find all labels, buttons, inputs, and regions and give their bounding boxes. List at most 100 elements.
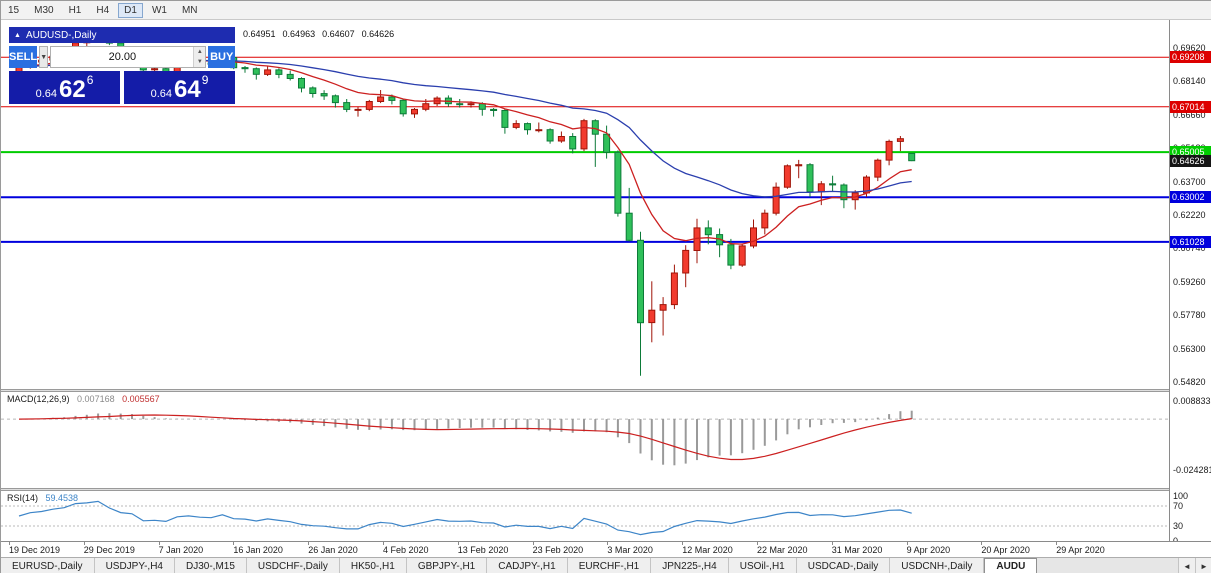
panel-separator-rsi[interactable] bbox=[1, 488, 1211, 491]
timeframe-button-m30[interactable]: M30 bbox=[34, 4, 54, 16]
volume-step-down-button[interactable]: ▼ bbox=[194, 57, 206, 67]
collapse-arrow-icon[interactable]: ▲ bbox=[14, 31, 21, 39]
volume-field: ▲ ▼ bbox=[50, 46, 207, 68]
chart-tab-eurusd-daily[interactable]: EURUSD-,Daily bbox=[1, 558, 95, 573]
chart-tab-audu[interactable]: AUDU bbox=[984, 558, 1038, 573]
x-axis-label: 31 Mar 2020 bbox=[831, 545, 883, 555]
open-value: 0.64951 bbox=[243, 29, 276, 39]
sell-button[interactable]: SELL bbox=[9, 46, 38, 68]
x-axis-tick bbox=[233, 542, 235, 545]
tab-scroll-buttons: ◄ ► bbox=[1178, 558, 1211, 573]
timeframe-button-mn[interactable]: MN bbox=[181, 4, 198, 16]
chart-tab-usoil-h1[interactable]: USOil-,H1 bbox=[728, 558, 797, 573]
x-axis-tick bbox=[457, 542, 459, 545]
chart-tabs-bar: EURUSD-,Daily USDJPY-,H4 DJ30-,M15 USDCHF-,… bbox=[1, 557, 1211, 573]
price-tag: 0.61028 bbox=[1170, 235, 1211, 248]
y-axis-label: 0.54820 bbox=[1173, 377, 1206, 387]
macd-axis-label: 0.008833 bbox=[1173, 395, 1211, 406]
price-tag: 0.67014 bbox=[1170, 100, 1211, 113]
x-axis-label: 23 Feb 2020 bbox=[532, 545, 584, 555]
sell-price-big-digits: 62 bbox=[59, 76, 86, 103]
chart-tab-dj30-m15[interactable]: DJ30-,M15 bbox=[175, 558, 247, 573]
low-value: 0.64607 bbox=[322, 29, 355, 39]
rsi-chart-canvas[interactable] bbox=[1, 491, 1169, 541]
sell-price-button[interactable]: 0.64 62 6 bbox=[9, 71, 120, 104]
one-click-trade-controls: SELL ▼ ▲ ▼ BUY bbox=[9, 46, 235, 68]
price-tag: 0.63002 bbox=[1170, 191, 1211, 204]
x-axis-tick bbox=[757, 542, 758, 545]
x-axis-tick bbox=[906, 542, 908, 545]
price-axis[interactable]: 0.696200.681400.666600.651800.637000.622… bbox=[1169, 20, 1211, 546]
sell-price-pip-digit: 6 bbox=[86, 73, 94, 87]
x-axis-tick bbox=[308, 542, 310, 545]
buy-price-prefix: 0.64 bbox=[150, 88, 173, 100]
macd-signal-line bbox=[18, 414, 912, 461]
x-axis-tick bbox=[158, 542, 160, 545]
tabs-scroll-left-button[interactable]: ◄ bbox=[1178, 558, 1195, 573]
rsi-panel[interactable]: RSI(14) 59.4538 bbox=[1, 491, 1169, 541]
high-value: 0.64963 bbox=[282, 29, 316, 39]
x-axis-label: 12 Mar 2020 bbox=[682, 545, 733, 555]
timeframe-button-d1[interactable]: D1 bbox=[118, 2, 143, 18]
y-axis-label: 0.69620 bbox=[1173, 43, 1206, 53]
chart-tab-cadjpy-h1[interactable]: CADJPY-,H1 bbox=[487, 558, 568, 573]
y-axis-label: 0.56300 bbox=[1173, 343, 1206, 354]
chart-tab-usdcad-daily[interactable]: USDCAD-,Daily bbox=[796, 558, 891, 573]
y-axis-label: 0.60740 bbox=[1173, 243, 1206, 254]
chart-tab-usdjpy-h4[interactable]: USDJPY-,H4 bbox=[94, 558, 175, 573]
x-axis-tick bbox=[383, 542, 384, 545]
volume-steppers: ▲ ▼ bbox=[193, 47, 206, 67]
x-axis-label: 26 Jan 2020 bbox=[308, 545, 358, 555]
chart-tab-gbpjpy-h1[interactable]: GBPJPY-,H1 bbox=[406, 558, 488, 573]
macd-panel[interactable]: MACD(12,26,9) 0.007168 0.005567 bbox=[1, 392, 1169, 488]
timeframe-button-h1[interactable]: H1 bbox=[68, 4, 82, 16]
y-axis-label: 0.59260 bbox=[1173, 276, 1206, 287]
x-axis-label: 29 Apr 2020 bbox=[1056, 545, 1105, 555]
chart-tab-eurchf-h1[interactable]: EURCHF-,H1 bbox=[567, 558, 652, 573]
rsi-axis-label: 70 bbox=[1173, 501, 1184, 511]
rsi-value: 59.4538 bbox=[45, 493, 79, 503]
tabs-scroll-right-button[interactable]: ► bbox=[1195, 558, 1211, 573]
close-value: 0.64626 bbox=[361, 29, 395, 39]
panel-separator-macd[interactable] bbox=[1, 389, 1211, 392]
rsi-axis-label: 100 bbox=[1173, 491, 1189, 501]
chart-tab-jpn225-h4[interactable]: JPN225-,H4 bbox=[651, 558, 729, 573]
price-tag: 0.69208 bbox=[1170, 51, 1211, 64]
buy-price-button[interactable]: 0.64 64 9 bbox=[124, 71, 235, 104]
volume-step-up-button[interactable]: ▲ bbox=[194, 47, 206, 57]
rsi-axis-label: 30 bbox=[1173, 521, 1184, 531]
macd-main-value: 0.007168 bbox=[77, 394, 115, 404]
timeframe-button-15[interactable]: 15 bbox=[8, 4, 20, 16]
rsi-header: RSI(14) 59.4538 bbox=[7, 493, 83, 503]
x-axis-label: 9 Apr 2020 bbox=[906, 545, 951, 555]
timeframe-button-w1[interactable]: W1 bbox=[151, 4, 167, 16]
chart-tab-hk50-h1[interactable]: HK50-,H1 bbox=[339, 558, 407, 573]
bid-ask-price-boxes: 0.64 62 6 0.64 64 9 bbox=[9, 71, 235, 104]
volume-dropdown-button[interactable]: ▼ bbox=[39, 46, 49, 68]
buy-button[interactable]: BUY bbox=[208, 46, 235, 68]
x-axis-label: 4 Feb 2020 bbox=[383, 545, 429, 555]
y-axis-label: 0.68140 bbox=[1173, 76, 1206, 87]
y-axis-label: 0.57780 bbox=[1173, 310, 1206, 321]
x-axis-label: 19 Dec 2019 bbox=[9, 545, 61, 555]
y-axis-label: 0.66660 bbox=[1173, 109, 1206, 120]
sell-price-prefix: 0.64 bbox=[35, 88, 58, 100]
time-axis[interactable]: 19 Dec 2019 29 Dec 2019 7 Jan 2020 16 Jan 2… bbox=[1, 541, 1211, 557]
x-axis-label: 16 Jan 2020 bbox=[233, 545, 283, 555]
x-axis-label: 7 Jan 2020 bbox=[158, 545, 204, 555]
x-axis-label: 13 Feb 2020 bbox=[457, 545, 509, 555]
buy-price-pip-digit: 9 bbox=[201, 73, 209, 87]
y-axis-label: 0.63700 bbox=[1173, 176, 1206, 187]
chart-tab-usdcnh-daily[interactable]: USDCNH-,Daily bbox=[890, 558, 985, 573]
volume-input[interactable] bbox=[51, 47, 194, 67]
one-click-panel-header[interactable]: ▲ AUDUSD-,Daily bbox=[9, 27, 235, 43]
candlestick-chart-canvas[interactable] bbox=[1, 20, 1169, 389]
macd-chart-canvas[interactable] bbox=[1, 392, 1169, 488]
timeframe-toolbar: 15 M30 H1 H4 D1 W1 MN bbox=[1, 1, 1211, 20]
x-axis-tick bbox=[1056, 542, 1058, 545]
x-axis-label: 29 Dec 2019 bbox=[83, 545, 135, 555]
chart-tab-usdchf-daily[interactable]: USDCHF-,Daily bbox=[246, 558, 340, 573]
x-axis-tick bbox=[532, 542, 534, 545]
timeframe-button-h4[interactable]: H4 bbox=[96, 4, 110, 16]
